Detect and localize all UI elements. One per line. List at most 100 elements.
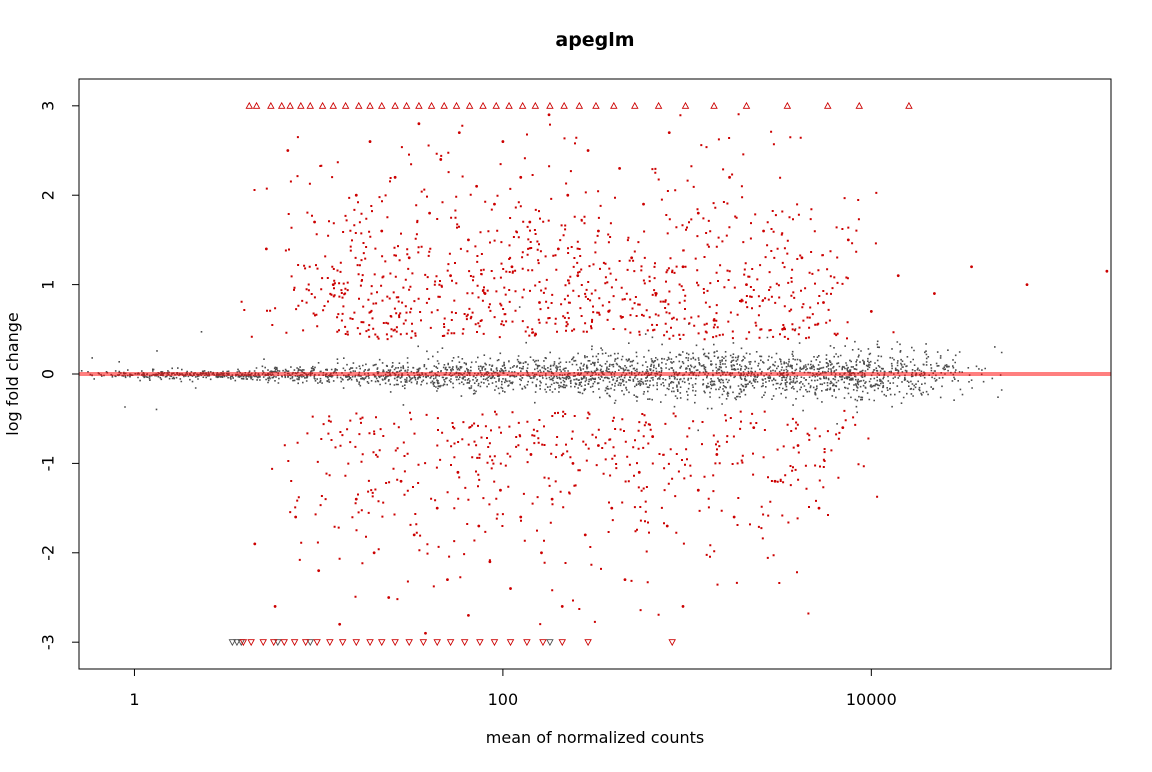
significant_up-point [483, 292, 487, 295]
significant_clipped_top-marker [546, 101, 554, 109]
significant_up-point [822, 301, 825, 304]
significant_down-point [317, 569, 321, 573]
significant_clipped_top-marker [610, 101, 618, 109]
y-tick-label: 3 [39, 101, 58, 111]
significant_clipped_top-marker [505, 101, 513, 109]
significant_clipped_top-marker [452, 101, 461, 109]
significant_up-point [449, 274, 452, 278]
significant_down-point [354, 497, 358, 501]
significant_clipped_top-marker [341, 101, 350, 109]
significant_up-point [264, 247, 268, 251]
significant_clipped_top-marker [592, 101, 600, 109]
significant_clipped_top-marker [267, 101, 275, 109]
significant_down-point [529, 453, 533, 456]
significant_clipped_top-marker [440, 101, 448, 109]
x-tick-label: 100 [488, 690, 519, 709]
y-axis: -3 -2 -1 0 1 2 3 [39, 101, 79, 650]
significant_down-point [387, 596, 391, 599]
significant_clipped_top-marker [631, 101, 639, 109]
significant_down-point [597, 444, 600, 447]
significant_clipped_top-marker [297, 101, 305, 109]
significant_clipped_top-marker [329, 101, 338, 109]
significant_up-point [286, 149, 290, 152]
significant_down-point [399, 479, 403, 483]
not_significant_clipped-marker [233, 639, 241, 647]
significant_up-point [712, 318, 716, 322]
significant_up-point [457, 131, 461, 135]
chart-title: apeglm [555, 29, 634, 51]
significant_down-point [841, 426, 845, 430]
significant_down-point [681, 605, 685, 608]
significant_up-point [393, 175, 397, 179]
significant_down-point [637, 470, 641, 474]
significant_clipped_top-marker [710, 101, 718, 109]
y-tick-label: -3 [39, 634, 58, 650]
significant_down-point [550, 497, 554, 501]
significant_up-point [681, 265, 685, 269]
significant_down-point [571, 461, 575, 465]
significant_up-point [970, 265, 973, 269]
significant_down-point [273, 605, 277, 608]
significant_up-point [597, 229, 600, 233]
significant_clipped_top-marker [354, 101, 363, 109]
significant_down-point [424, 631, 427, 635]
y-axis-label: log fold change [3, 312, 22, 435]
significant_clipped_top-marker [306, 101, 315, 109]
significant_up-point [800, 256, 804, 260]
significant_clipped_top-marker [783, 101, 792, 109]
significant_down-point [610, 506, 614, 510]
significant_clipped_bottom-marker [377, 639, 386, 647]
significant_up-point [417, 122, 421, 126]
significant_up-point [538, 301, 541, 304]
significant_clipped_bottom-marker [290, 639, 299, 647]
significant_down-point [560, 605, 564, 608]
significant_up-point [519, 175, 523, 179]
significant_clipped_top-marker [575, 101, 584, 109]
significant_down-point [796, 444, 800, 447]
nonsignificant-points [80, 306, 1003, 647]
significant_up-point [642, 202, 645, 206]
significant_up-point [331, 283, 335, 287]
significant_clipped_bottom-marker [313, 639, 321, 647]
significant_clipped_top-marker [905, 101, 913, 109]
y-tick-label: 0 [39, 369, 58, 379]
significant_clipped_bottom-marker [301, 639, 310, 647]
significant_clipped_top-marker [318, 101, 327, 109]
significant_clipped_top-marker [277, 101, 286, 109]
significant_up-point [354, 193, 358, 197]
significant_down-point [732, 515, 736, 519]
significant_clipped_top-marker [366, 101, 374, 109]
significant_down-point [446, 578, 449, 582]
x-axis-label: mean of normalized counts [486, 728, 704, 747]
significant_up-point [547, 113, 551, 117]
significant_clipped_bottom-marker [405, 639, 413, 647]
significant_up-point [501, 140, 505, 143]
significant_down-point [519, 515, 523, 519]
significant_clipped_top-marker [518, 101, 527, 109]
nonsignificant-point-cloud [80, 306, 1003, 432]
significant_down-point [372, 551, 376, 555]
significant_up-point [428, 211, 431, 215]
significant_up-point [618, 166, 621, 170]
significant_clipped_bottom-marker [433, 639, 441, 647]
significant_clipped_bottom-marker [668, 639, 676, 647]
significant_up-point [368, 140, 372, 143]
significant_up-point [475, 184, 479, 188]
significant_clipped_bottom-marker [476, 639, 484, 647]
significant_up-point [745, 283, 748, 287]
significant_up-point [781, 327, 785, 331]
y-tick-label: 2 [39, 190, 58, 200]
significant_down-point [467, 613, 470, 617]
significant_clipped_bottom-marker [269, 639, 278, 647]
significant_up-point [566, 193, 570, 197]
significant_clipped_bottom-marker [419, 639, 428, 647]
significant_up-point [510, 265, 514, 269]
significant_down-point [338, 622, 342, 626]
significant_up-point [556, 247, 560, 251]
significant_clipped_top-marker [391, 101, 399, 109]
significant_up-point [869, 310, 873, 313]
significant_clipped_top-marker [654, 101, 663, 109]
significant_down-point [696, 488, 700, 492]
